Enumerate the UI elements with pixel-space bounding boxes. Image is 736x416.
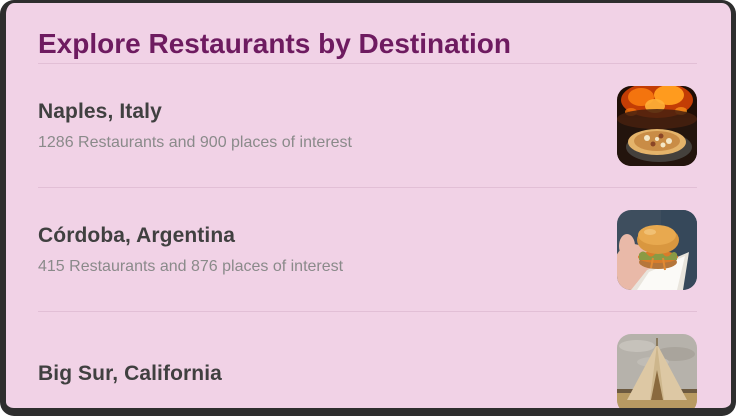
destination-row-cordoba[interactable]: Córdoba, Argentina 415 Restaurants and 8… (6, 188, 731, 311)
destination-name: Córdoba, Argentina (38, 223, 236, 247)
header-divider (38, 63, 697, 64)
destination-texts: Naples, Italy 1286 Restaurants and 900 p… (38, 99, 352, 153)
pizza-oven-photo (617, 85, 697, 166)
destination-name: Big Sur, California (38, 361, 222, 385)
destination-texts: Big Sur, California (38, 361, 222, 387)
destination-stats: 415 Restaurants and 876 places of intere… (38, 257, 344, 275)
page-title: Explore Restaurants by Destination (38, 28, 512, 59)
row-divider (38, 187, 697, 188)
destination-row-bigsur[interactable]: Big Sur, California (6, 312, 731, 408)
destination-stats: 1286 Restaurants and 900 places of inter… (38, 133, 352, 151)
row-divider (38, 311, 697, 312)
destination-name: Naples, Italy (38, 99, 162, 123)
tent-photo (617, 333, 697, 408)
destination-list: Naples, Italy 1286 Restaurants and 900 p… (6, 64, 731, 408)
destination-row-naples[interactable]: Naples, Italy 1286 Restaurants and 900 p… (6, 64, 731, 187)
destination-texts: Córdoba, Argentina 415 Restaurants and 8… (38, 223, 343, 277)
burger-photo (617, 209, 697, 290)
card-header: Explore Restaurants by Destination (6, 3, 731, 63)
